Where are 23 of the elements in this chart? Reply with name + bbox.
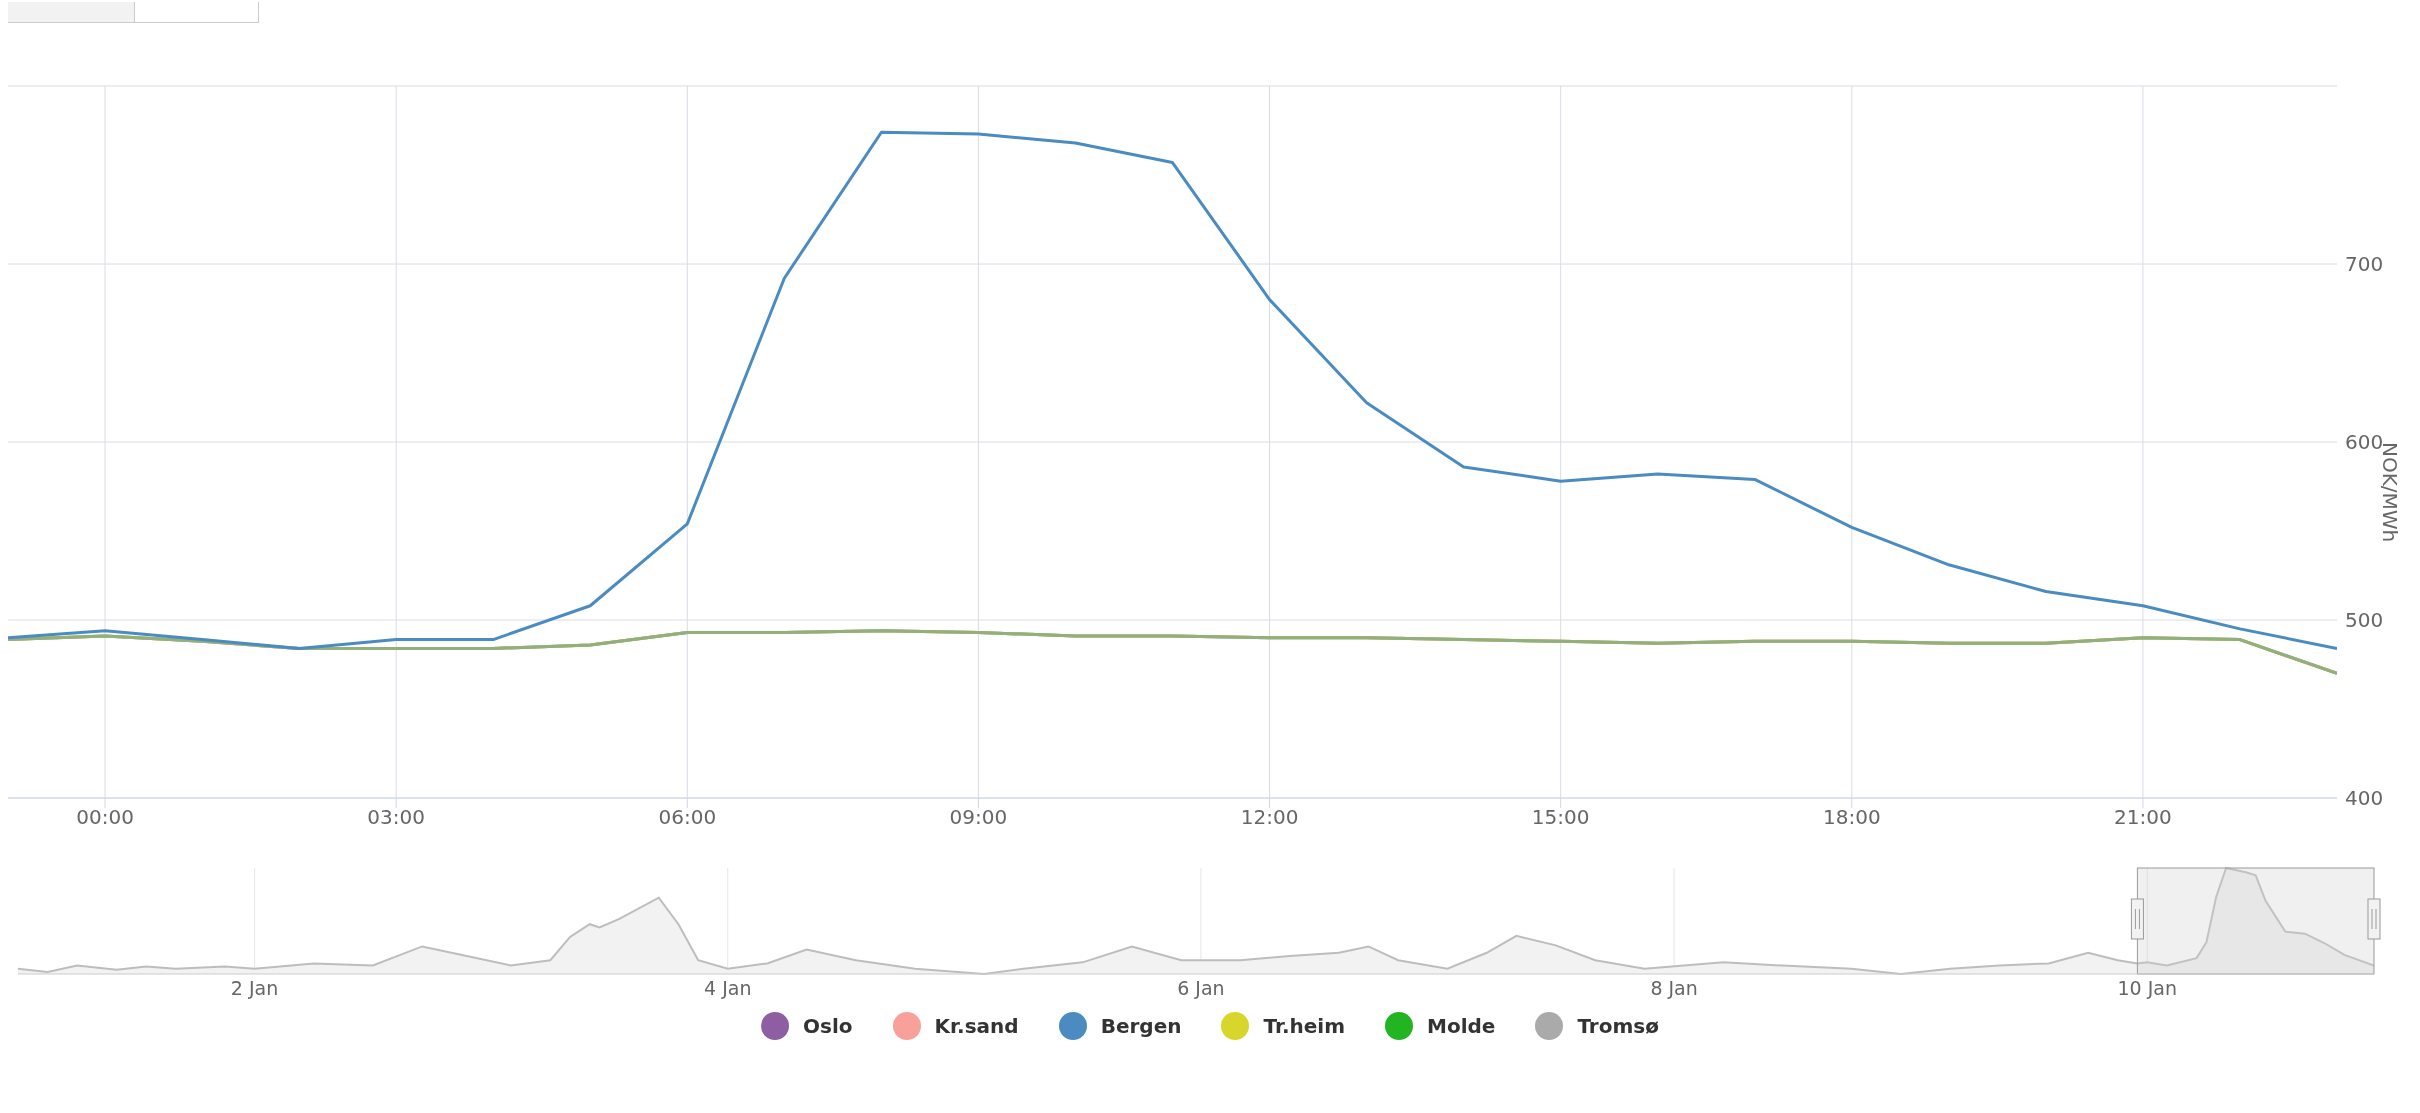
legend-label: Tromsø [1577, 1014, 1659, 1038]
legend-label: Molde [1427, 1014, 1496, 1038]
legend-label: Oslo [803, 1014, 853, 1038]
x-tick-label: 10 Jan [2117, 977, 2178, 1000]
x-tick-label: 06:00 [658, 805, 717, 830]
legend-label: Tr.heim [1263, 1014, 1345, 1038]
legend-label: Kr.sand [934, 1014, 1019, 1038]
x-tick-label: 18:00 [1822, 805, 1881, 830]
y-tick-label: 400 [2345, 786, 2384, 811]
x-tick-label: 4 Jan [704, 977, 752, 1000]
x-tick-label: 6 Jan [1177, 977, 1225, 1000]
x-tick-label: 03:00 [367, 805, 425, 830]
x-tick-label: 00:00 [76, 805, 134, 830]
legend-label: Bergen [1100, 1014, 1182, 1038]
line-series [8, 130, 2337, 650]
y-tick-label: 500 [2345, 608, 2384, 633]
y-tick-label: 700 [2345, 252, 2384, 277]
x-tick-label: 2 Jan [230, 977, 279, 1000]
x-tick-label: 12:00 [1240, 805, 1299, 830]
x-tick-label: 15:00 [1531, 805, 1590, 830]
x-tick-label: 09:00 [949, 805, 1008, 830]
x-tick-label: 8 Jan [1650, 977, 1698, 1000]
x-tick-label: 21:00 [2114, 805, 2172, 830]
